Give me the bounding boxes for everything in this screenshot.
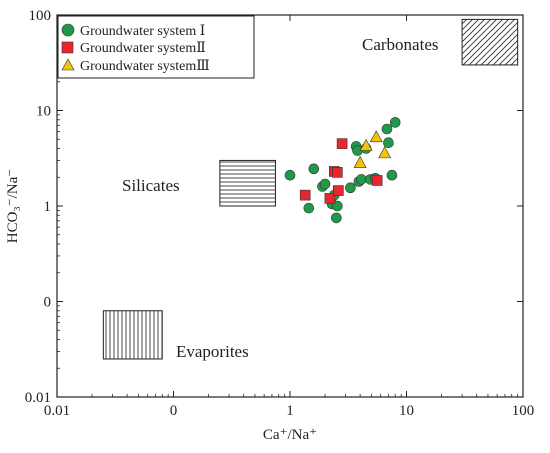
legend-marker-circle [61,23,75,37]
x-tick-label: 1 [286,403,294,419]
data-point-system-2 [336,138,348,149]
legend-box [57,15,255,79]
legend: Groundwater system Ⅰ Groundwater systemⅡ… [57,15,255,79]
data-point-system-2 [371,175,383,186]
region-label-carbonates: Carbonates [362,35,438,54]
data-point-system-1 [356,174,367,185]
data-point-system-2 [333,185,344,196]
data-point-system-2 [324,193,336,204]
data-point-system-1 [319,178,331,190]
y-tick-label: 0.01 [25,390,51,406]
region-box-carbonates [461,18,519,66]
data-point-system-1 [345,182,356,194]
data-point-system-1 [381,123,393,135]
data-point-system-3 [378,146,392,159]
y-axis-title: HCO₃⁻/Na⁻ [5,169,21,243]
legend-label-system-1: Groundwater system Ⅰ [80,24,205,39]
data-point-system-1 [303,202,315,214]
data-point-system-1 [383,137,394,149]
data-point-system-3 [353,155,367,168]
x-axis-title: Ca⁺/Na⁺ [263,427,317,443]
legend-label-system-2: Groundwater systemⅡ [80,41,206,56]
legend-marker-square [61,41,74,54]
legend-marker-triangle [61,58,75,71]
data-point-system-1 [389,117,401,128]
data-point-system-1 [284,169,296,181]
x-tick-label: 100 [512,403,535,419]
y-tick-label: 100 [29,8,52,24]
y-tick-label: 0 [44,295,52,311]
region-box-evaporites [102,310,163,360]
data-point-system-2 [332,167,343,178]
region-label-evaporites: Evaporites [176,342,249,361]
y-tick-label: 10 [36,104,51,120]
data-point-system-1 [308,163,320,175]
x-tick-label: 10 [399,403,414,419]
data-point-system-1 [386,169,398,181]
x-tick-label: 0.01 [44,403,70,419]
region-box-silicates [219,159,276,207]
data-point-system-3 [359,138,373,151]
data-point-system-2 [299,189,311,201]
y-tick-label: 1 [44,199,52,215]
legend-label-system-3: Groundwater systemⅢ [80,59,210,74]
data-point-system-3 [369,130,383,143]
x-tick-label: 0 [170,403,178,419]
region-label-silicates: Silicates [122,176,180,195]
data-point-system-1 [331,212,342,224]
